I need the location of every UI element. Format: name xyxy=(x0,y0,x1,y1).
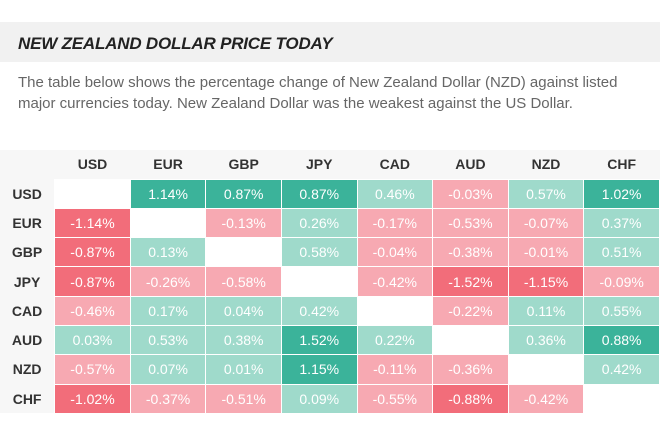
rate-cell xyxy=(54,178,131,209)
rate-cell: 0.51% xyxy=(583,237,660,268)
rate-cell: -0.46% xyxy=(54,295,131,326)
row-header-jpy: JPY xyxy=(0,266,55,297)
corner-cell xyxy=(0,150,55,179)
column-header-gbp: GBP xyxy=(205,150,282,179)
row-header-cad: CAD xyxy=(0,296,55,326)
rate-cell: -0.88% xyxy=(432,383,509,414)
table-row: EUR -1.14% -0.13% 0.26% -0.17% -0.53% -0.07% 0.… xyxy=(0,207,660,239)
row-header-usd: USD xyxy=(0,179,55,209)
rate-cell: 0.26% xyxy=(280,207,358,239)
table-row: CAD -0.46% 0.17% 0.04% 0.42% -0.22% 0.11% 0.55% xyxy=(0,295,660,326)
rate-cell: -0.03% xyxy=(432,178,509,209)
rate-cell xyxy=(129,207,207,239)
rate-cell: -0.36% xyxy=(432,354,509,385)
rate-cell: 0.38% xyxy=(205,324,282,356)
rate-cell xyxy=(356,295,434,326)
rate-cell xyxy=(432,324,509,356)
rate-cell: -0.53% xyxy=(432,207,509,239)
rate-cell: -0.37% xyxy=(129,383,207,414)
rate-cell: -0.13% xyxy=(205,207,282,239)
rate-cell: 0.36% xyxy=(507,324,585,356)
currency-heatmap-widget: NEW ZEALAND DOLLAR PRICE TODAY The table… xyxy=(0,22,660,430)
table-row: GBP -0.87% 0.13% 0.58% -0.04% -0.38% -0.01% 0.5… xyxy=(0,237,660,268)
table-row: CHF -1.02% -0.37% -0.51% 0.09% -0.55% -0.88% -0… xyxy=(0,383,660,414)
widget-header: NEW ZEALAND DOLLAR PRICE TODAY xyxy=(0,22,660,62)
rate-cell: -0.07% xyxy=(507,207,585,239)
column-header-jpy: JPY xyxy=(281,150,358,179)
rate-cell: 0.46% xyxy=(356,178,434,209)
rate-cell: -0.42% xyxy=(356,266,434,297)
rate-cell: 0.13% xyxy=(129,237,207,268)
row-header-gbp: GBP xyxy=(0,237,55,267)
rate-cell: 0.55% xyxy=(583,295,660,326)
rate-cell xyxy=(205,237,282,268)
column-header-nzd: NZD xyxy=(508,150,584,179)
rate-cell: 0.37% xyxy=(583,207,660,239)
rate-cell: 0.88% xyxy=(583,324,660,356)
column-header-chf: CHF xyxy=(583,150,660,179)
rate-cell: -0.09% xyxy=(583,266,660,297)
rate-cell: -0.26% xyxy=(129,266,207,297)
row-header-eur: EUR xyxy=(0,208,55,238)
rate-cell: -1.15% xyxy=(507,266,585,297)
table-row: AUD 0.03% 0.53% 0.38% 1.52% 0.22% 0.36% 0.88% xyxy=(0,324,660,356)
rate-cell xyxy=(583,383,660,414)
widget-title: NEW ZEALAND DOLLAR PRICE TODAY xyxy=(18,34,333,53)
rate-cell: 0.57% xyxy=(507,178,585,209)
column-header-eur: EUR xyxy=(130,150,206,179)
rate-cell: 0.42% xyxy=(280,295,358,326)
table-row: JPY -0.87% -0.26% -0.58% -0.42% -1.52% -1.15% -… xyxy=(0,266,660,297)
table-row: USD 1.14% 0.87% 0.87% 0.46% -0.03% 0.57% 1.02% xyxy=(0,178,660,209)
rate-cell: -0.22% xyxy=(432,295,509,326)
rate-cell: -0.87% xyxy=(54,237,131,268)
rate-cell: -0.11% xyxy=(356,354,434,385)
rate-cell: -0.57% xyxy=(54,354,131,385)
rate-cell: -1.14% xyxy=(54,207,131,239)
rate-cell: 1.52% xyxy=(280,324,358,356)
rate-cell: 0.87% xyxy=(205,178,282,209)
rate-cell: -1.52% xyxy=(432,266,509,297)
rate-cell: 0.01% xyxy=(205,354,282,385)
row-header-nzd: NZD xyxy=(0,354,55,385)
matrix-body: USD 1.14% 0.87% 0.87% 0.46% -0.03% 0.57% 1.02% E… xyxy=(0,178,660,414)
row-header-chf: CHF xyxy=(0,384,55,414)
rate-cell: -0.42% xyxy=(507,383,585,414)
rate-cell: 0.58% xyxy=(280,237,358,268)
rate-cell: -0.04% xyxy=(356,237,434,268)
rate-cell: -0.58% xyxy=(205,266,282,297)
rate-cell: 0.17% xyxy=(129,295,207,326)
rate-cell: 1.02% xyxy=(583,178,660,209)
column-header-cad: CAD xyxy=(357,150,433,179)
rate-cell: -0.51% xyxy=(205,383,282,414)
rate-cell: 0.07% xyxy=(129,354,207,385)
rate-cell xyxy=(507,354,585,385)
rate-cell: 1.14% xyxy=(129,178,207,209)
rate-cell: -0.55% xyxy=(356,383,434,414)
rate-cell: -0.17% xyxy=(356,207,434,239)
column-header-aud: AUD xyxy=(432,150,509,179)
rate-cell: 0.11% xyxy=(507,295,585,326)
rate-cell: 0.09% xyxy=(280,383,358,414)
row-header-aud: AUD xyxy=(0,325,55,355)
widget-description: The table below shows the percentage cha… xyxy=(18,74,618,112)
table-row: NZD -0.57% 0.07% 0.01% 1.15% -0.11% -0.36% 0.42… xyxy=(0,354,660,385)
rate-cell: 0.04% xyxy=(205,295,282,326)
rate-cell: -1.02% xyxy=(54,383,131,414)
rate-cell: 0.22% xyxy=(356,324,434,356)
column-header-usd: USD xyxy=(54,150,131,179)
rate-cell: 0.87% xyxy=(280,178,358,209)
rate-cell: 0.03% xyxy=(54,324,131,356)
title-bar: NEW ZEALAND DOLLAR PRICE TODAY xyxy=(12,22,648,62)
currency-matrix: USD EUR GBP JPY CAD AUD NZD CHF USD 1.14% 0.87% 0.… xyxy=(0,150,660,414)
rate-cell: 0.42% xyxy=(583,354,660,385)
rate-cell: 1.15% xyxy=(280,354,358,385)
rate-cell: -0.01% xyxy=(507,237,585,268)
rate-cell: -0.87% xyxy=(54,266,131,297)
rate-cell: -0.38% xyxy=(432,237,509,268)
header-row: USD EUR GBP JPY CAD AUD NZD CHF xyxy=(0,150,660,179)
rate-cell xyxy=(280,266,358,297)
rate-cell: 0.53% xyxy=(129,324,207,356)
